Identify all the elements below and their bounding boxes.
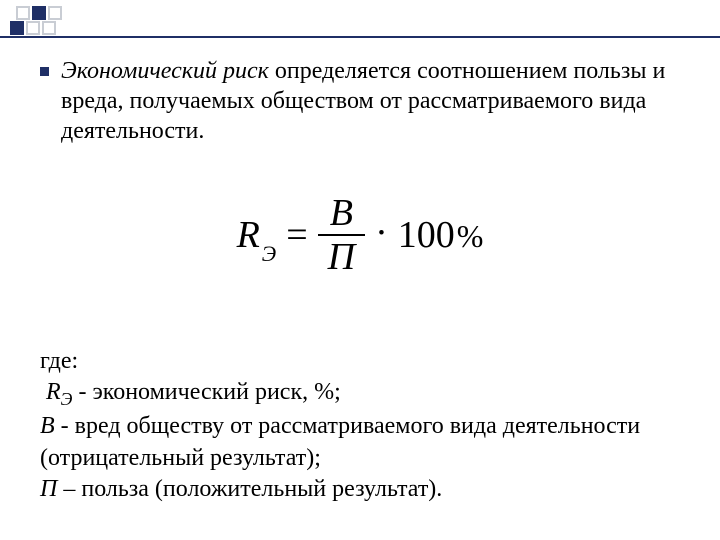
hundred: 100	[398, 213, 455, 257]
percent-sign: %	[457, 218, 484, 255]
legend-B-symbol: В	[40, 413, 55, 439]
decor-square	[16, 6, 30, 20]
legend-R-symbol: RЭ	[46, 379, 72, 405]
decor-square	[10, 21, 24, 35]
formula-R-sub: Э	[262, 241, 276, 267]
legend-B-line: В - вред обществу от рассматриваемого ви…	[40, 411, 680, 473]
fraction: В П	[318, 192, 365, 278]
top-rule	[0, 36, 720, 38]
legend-R-sub: Э	[61, 389, 73, 409]
decor-square	[42, 21, 56, 35]
definition-text: Экономический риск определяется соотноше…	[61, 56, 680, 146]
formula-lhs: R Э	[237, 213, 277, 257]
bullet-marker	[40, 67, 49, 76]
multiply-dot: ·	[375, 211, 388, 255]
formula: R Э = В П · 100%	[237, 192, 484, 278]
slide: Экономический риск определяется соотноше…	[0, 0, 720, 540]
equals-sign: =	[286, 213, 307, 257]
legend-R-line: RЭ - экономический риск, %;	[40, 377, 680, 411]
formula-R: R	[237, 213, 260, 257]
legend: где: RЭ - экономический риск, %; В - вре…	[40, 346, 680, 505]
legend-R-desc: - экономический риск, %;	[72, 379, 340, 405]
hundred-percent: 100%	[398, 213, 484, 257]
fraction-bottom: П	[318, 236, 365, 278]
decor-square	[26, 21, 40, 35]
fraction-top: В	[320, 192, 363, 234]
legend-B-desc: - вред обществу от рассматриваемого вида…	[40, 413, 640, 470]
term: Экономический риск	[61, 58, 269, 84]
corner-decoration	[6, 4, 146, 38]
decor-square	[48, 6, 62, 20]
legend-P-symbol: П	[40, 476, 57, 502]
formula-container: R Э = В П · 100%	[40, 192, 680, 278]
decor-square	[32, 6, 46, 20]
slide-body: Экономический риск определяется соотноше…	[40, 56, 680, 505]
legend-R-main: R	[46, 379, 61, 405]
bullet-paragraph: Экономический риск определяется соотноше…	[40, 56, 680, 146]
legend-where: где:	[40, 346, 680, 377]
legend-P-desc: – польза (положительный результат).	[57, 476, 442, 502]
legend-P-line: П – польза (положительный результат).	[40, 474, 680, 505]
